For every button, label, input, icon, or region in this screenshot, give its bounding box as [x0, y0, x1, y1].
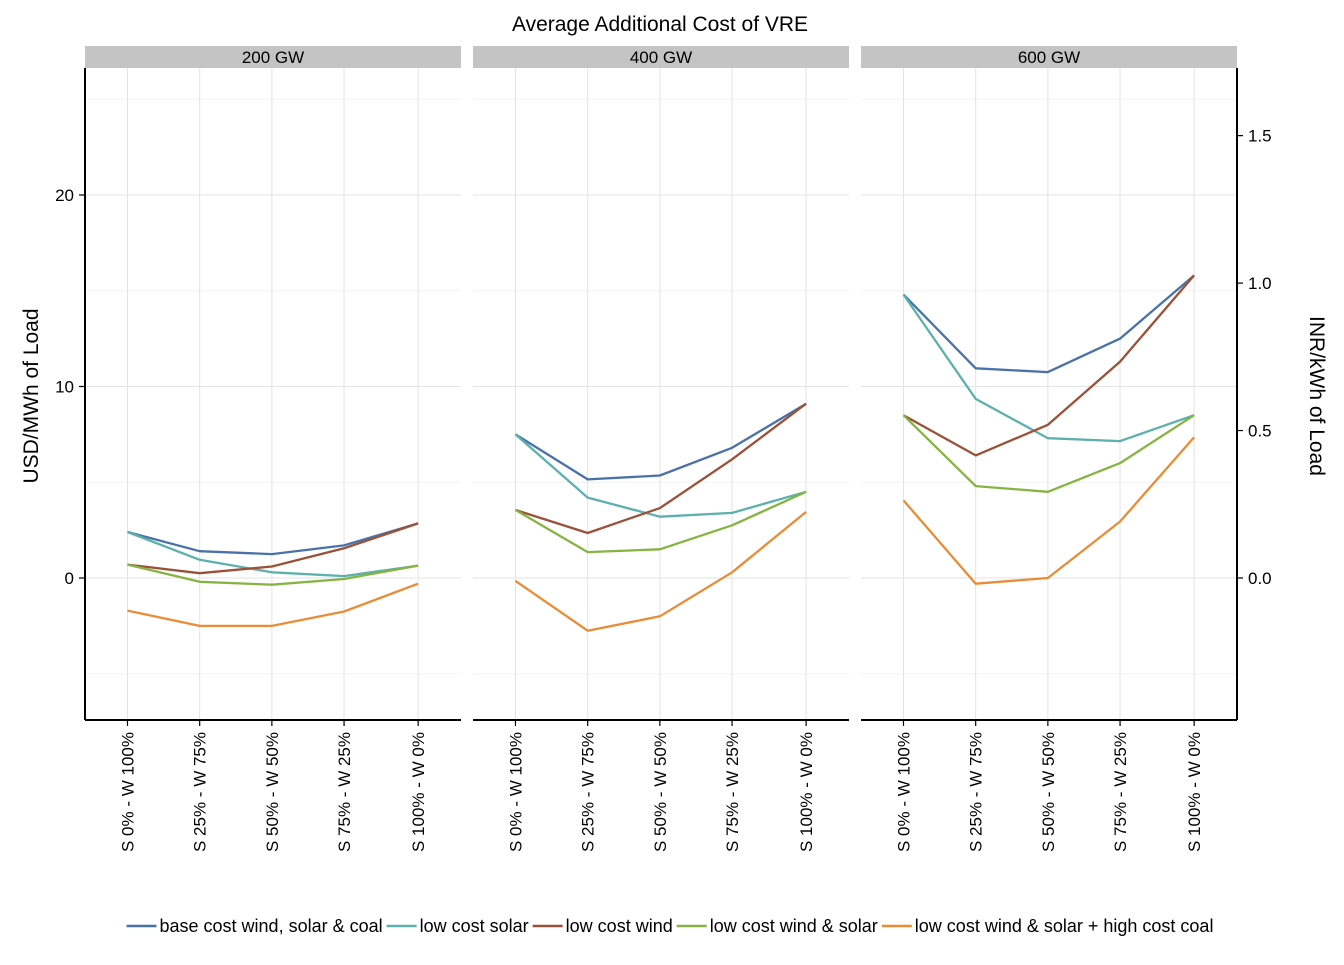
series-line-0 — [127, 522, 419, 556]
panel-2: 600 GW S 0% - W 100% S 25% - W 75% S 50% - … — [861, 46, 1237, 852]
panel-strip — [861, 46, 1237, 68]
y2-tick-label: 0.5 — [1248, 422, 1272, 441]
series-line-3 — [127, 563, 419, 586]
x-tick-label: S 100% - W 0% — [1185, 732, 1204, 852]
panel-strip-label: 200 GW — [242, 48, 304, 67]
x-tick-label: S 50% - W 50% — [263, 732, 282, 852]
x-tick-label: S 75% - W 25% — [723, 732, 742, 852]
panel-0: 200 GW S 0% - W 100% S 25% - W 75% S 50% - … — [85, 46, 461, 852]
y2-tick-label: 1.0 — [1248, 274, 1272, 293]
x-tick-label: S 0% - W 100% — [506, 732, 525, 852]
series-line-4 — [127, 582, 419, 628]
panel-strip — [473, 46, 849, 68]
series-line-1 — [514, 433, 807, 518]
x-tick-label: S 25% - W 75% — [191, 732, 210, 852]
series-line-1 — [127, 530, 419, 578]
legend-item-1: low cost solar — [386, 916, 529, 936]
panels: 200 GW S 0% - W 100% S 25% - W 75% S 50% - … — [85, 46, 1237, 852]
x-tick-label: S 50% - W 50% — [651, 732, 670, 852]
x-tick-label: S 75% - W 25% — [1111, 732, 1130, 852]
series-line-1 — [902, 293, 1195, 443]
axes: 0 10 20 0.0 0.5 1.0 1.5 — [55, 68, 1272, 720]
panel-strip-label: 600 GW — [1018, 48, 1080, 67]
series-line-0 — [514, 402, 807, 481]
y2-tick-label: 1.5 — [1248, 127, 1272, 146]
series-line-3 — [902, 414, 1195, 493]
legend-label: low cost wind & solar — [710, 916, 878, 936]
legend-label: base cost wind, solar & coal — [160, 916, 383, 936]
x-tick-label: S 25% - W 75% — [579, 732, 598, 852]
x-tick-label: S 100% - W 0% — [797, 732, 816, 852]
panel-1: 400 GW S 0% - W 100% S 25% - W 75% S 50% - … — [473, 46, 849, 852]
y-tick-label: 20 — [55, 186, 74, 205]
x-tick-label: S 0% - W 100% — [894, 732, 913, 852]
panel-strip-label: 400 GW — [630, 48, 692, 67]
legend-item-2: low cost wind — [532, 916, 673, 936]
legend-item-3: low cost wind & solar — [676, 916, 878, 936]
series-line-3 — [514, 490, 807, 554]
y-tick-label: 10 — [55, 378, 74, 397]
y2-tick-label: 0.0 — [1248, 569, 1272, 588]
series-line-2 — [127, 522, 419, 575]
x-tick-label: S 0% - W 100% — [118, 732, 137, 852]
series-line-2 — [902, 274, 1195, 457]
x-tick-label: S 25% - W 75% — [967, 732, 986, 852]
y2-axis-label: INR/kWh of Load — [1305, 316, 1328, 476]
panel-strip — [85, 46, 461, 68]
x-tick-label: S 100% - W 0% — [409, 732, 428, 852]
y-tick-label: 0 — [65, 569, 74, 588]
series-line-0 — [902, 274, 1195, 374]
y-axis-label: USD/MWh of Load — [20, 308, 43, 483]
legend-item-4: low cost wind & solar + high cost coal — [881, 916, 1214, 936]
chart-title: Average Additional Cost of VRE — [512, 13, 808, 36]
x-tick-label: S 75% - W 25% — [335, 732, 354, 852]
legend-item-0: base cost wind, solar & coal — [126, 916, 383, 936]
legend-label: low cost solar — [420, 916, 529, 936]
x-tick-label: S 50% - W 50% — [1039, 732, 1058, 852]
legend-label: low cost wind — [566, 916, 673, 936]
legend-label: low cost wind & solar + high cost coal — [915, 916, 1214, 936]
series-line-4 — [514, 511, 807, 632]
legend: base cost wind, solar & coal low cost sol… — [126, 916, 1214, 936]
series-line-4 — [902, 436, 1195, 585]
series-line-2 — [515, 402, 807, 535]
